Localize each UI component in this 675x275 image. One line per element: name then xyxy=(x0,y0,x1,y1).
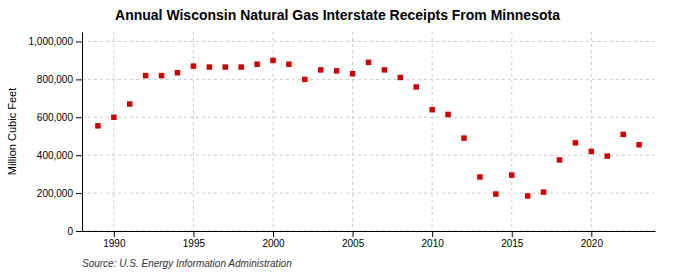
point xyxy=(207,64,212,69)
y-tick-mark xyxy=(76,155,82,156)
point xyxy=(350,71,355,76)
point xyxy=(175,70,180,75)
y-tick: 200,000 xyxy=(37,188,82,199)
point xyxy=(302,77,307,82)
grid-line-y xyxy=(82,155,655,156)
title: Annual Wisconsin Natural Gas Interstate … xyxy=(115,7,560,23)
point xyxy=(95,123,100,128)
y-tick: 800,000 xyxy=(37,74,82,85)
grid-line-x xyxy=(591,32,592,231)
y-tick: 0 xyxy=(67,226,82,237)
x-tick-mark xyxy=(114,231,115,237)
x-tick-mark xyxy=(193,231,194,237)
grid-line-y xyxy=(82,193,655,194)
x-tick-mark xyxy=(432,231,433,237)
x-tick-mark xyxy=(591,231,592,237)
x-axis: 1990 1995 2000 2005 2010 2015 2020 xyxy=(83,231,656,249)
grid-line-x xyxy=(352,32,353,231)
point xyxy=(398,75,403,80)
x-tick-label: 2020 xyxy=(581,238,604,249)
point xyxy=(382,67,387,72)
points xyxy=(95,58,642,199)
point xyxy=(318,67,323,72)
y-tick-label: 400,000 xyxy=(37,150,74,161)
x-tick-mark xyxy=(512,231,513,237)
point xyxy=(445,112,450,117)
x-tick-label: 1995 xyxy=(183,238,206,249)
grid-line-x xyxy=(193,32,194,231)
y-tick-mark xyxy=(76,41,82,42)
y-tick-mark xyxy=(76,193,82,194)
point xyxy=(525,193,530,198)
grid-line-y xyxy=(82,231,655,232)
point xyxy=(429,107,434,112)
y-tick-mark xyxy=(76,231,82,232)
source-note: Source: U.S. Energy Information Administ… xyxy=(82,258,292,269)
point xyxy=(286,61,291,66)
point xyxy=(111,115,116,120)
grid-line-x xyxy=(113,32,114,231)
y-tick-label: 800,000 xyxy=(37,74,74,85)
x-tick-mark xyxy=(353,231,354,237)
y-tick-mark xyxy=(76,79,82,80)
grid-line-x xyxy=(511,32,512,231)
x-tick-mark xyxy=(273,231,274,237)
y-tick: 600,000 xyxy=(37,112,82,123)
y-tick: 400,000 xyxy=(37,150,82,161)
point xyxy=(414,84,419,89)
plot-area: 1990 1995 2000 2005 2010 2015 2020 0 200,000 400,… xyxy=(29,32,656,249)
x-tick-label: 2010 xyxy=(422,238,445,249)
x-tick-label: 1990 xyxy=(103,238,126,249)
chart: 1990 1995 2000 2005 2010 2015 2020 0 200,000 400,… xyxy=(0,0,675,275)
point xyxy=(493,191,498,196)
point xyxy=(573,140,578,145)
point xyxy=(223,64,228,69)
x-tick: 2005 xyxy=(342,231,365,249)
y-tick-label: 0 xyxy=(67,226,73,237)
point xyxy=(620,132,625,137)
x-tick: 1990 xyxy=(103,231,126,249)
point xyxy=(461,135,466,140)
point xyxy=(334,68,339,73)
point xyxy=(143,73,148,78)
point xyxy=(238,64,243,69)
point xyxy=(477,174,482,179)
point xyxy=(509,172,514,177)
point xyxy=(366,60,371,65)
point xyxy=(127,101,132,106)
x-tick-label: 2005 xyxy=(342,238,365,249)
point xyxy=(636,142,641,147)
x-tick: 2015 xyxy=(501,231,524,249)
point xyxy=(191,63,196,68)
x-axis-line xyxy=(83,231,656,232)
point xyxy=(589,149,594,154)
x-tick: 2020 xyxy=(581,231,604,249)
point xyxy=(159,73,164,78)
grid xyxy=(82,32,655,231)
y-tick-label: 200,000 xyxy=(37,188,74,199)
y-tick-label: 1,000,000 xyxy=(29,36,74,47)
point xyxy=(254,61,259,66)
point xyxy=(557,157,562,162)
y-axis: 0 200,000 400,000 600,000 800,000 1,000,000 xyxy=(29,33,83,237)
y-axis-title: Million Cubic Feet xyxy=(6,88,18,175)
point xyxy=(605,153,610,158)
point xyxy=(270,58,275,63)
grid-line-x xyxy=(432,32,433,231)
y-tick-mark xyxy=(76,117,82,118)
x-tick-label: 2000 xyxy=(262,238,285,249)
y-axis-line xyxy=(82,33,83,232)
point xyxy=(541,189,546,194)
grid-line-y xyxy=(82,79,655,80)
y-tick-label: 600,000 xyxy=(37,112,74,123)
x-tick: 2000 xyxy=(262,231,285,249)
grid-line-y xyxy=(82,117,655,118)
x-tick-label: 2015 xyxy=(501,238,524,249)
x-tick: 2010 xyxy=(422,231,445,249)
grid-line-y xyxy=(82,41,655,42)
y-tick: 1,000,000 xyxy=(29,36,83,47)
x-tick: 1995 xyxy=(183,231,206,249)
